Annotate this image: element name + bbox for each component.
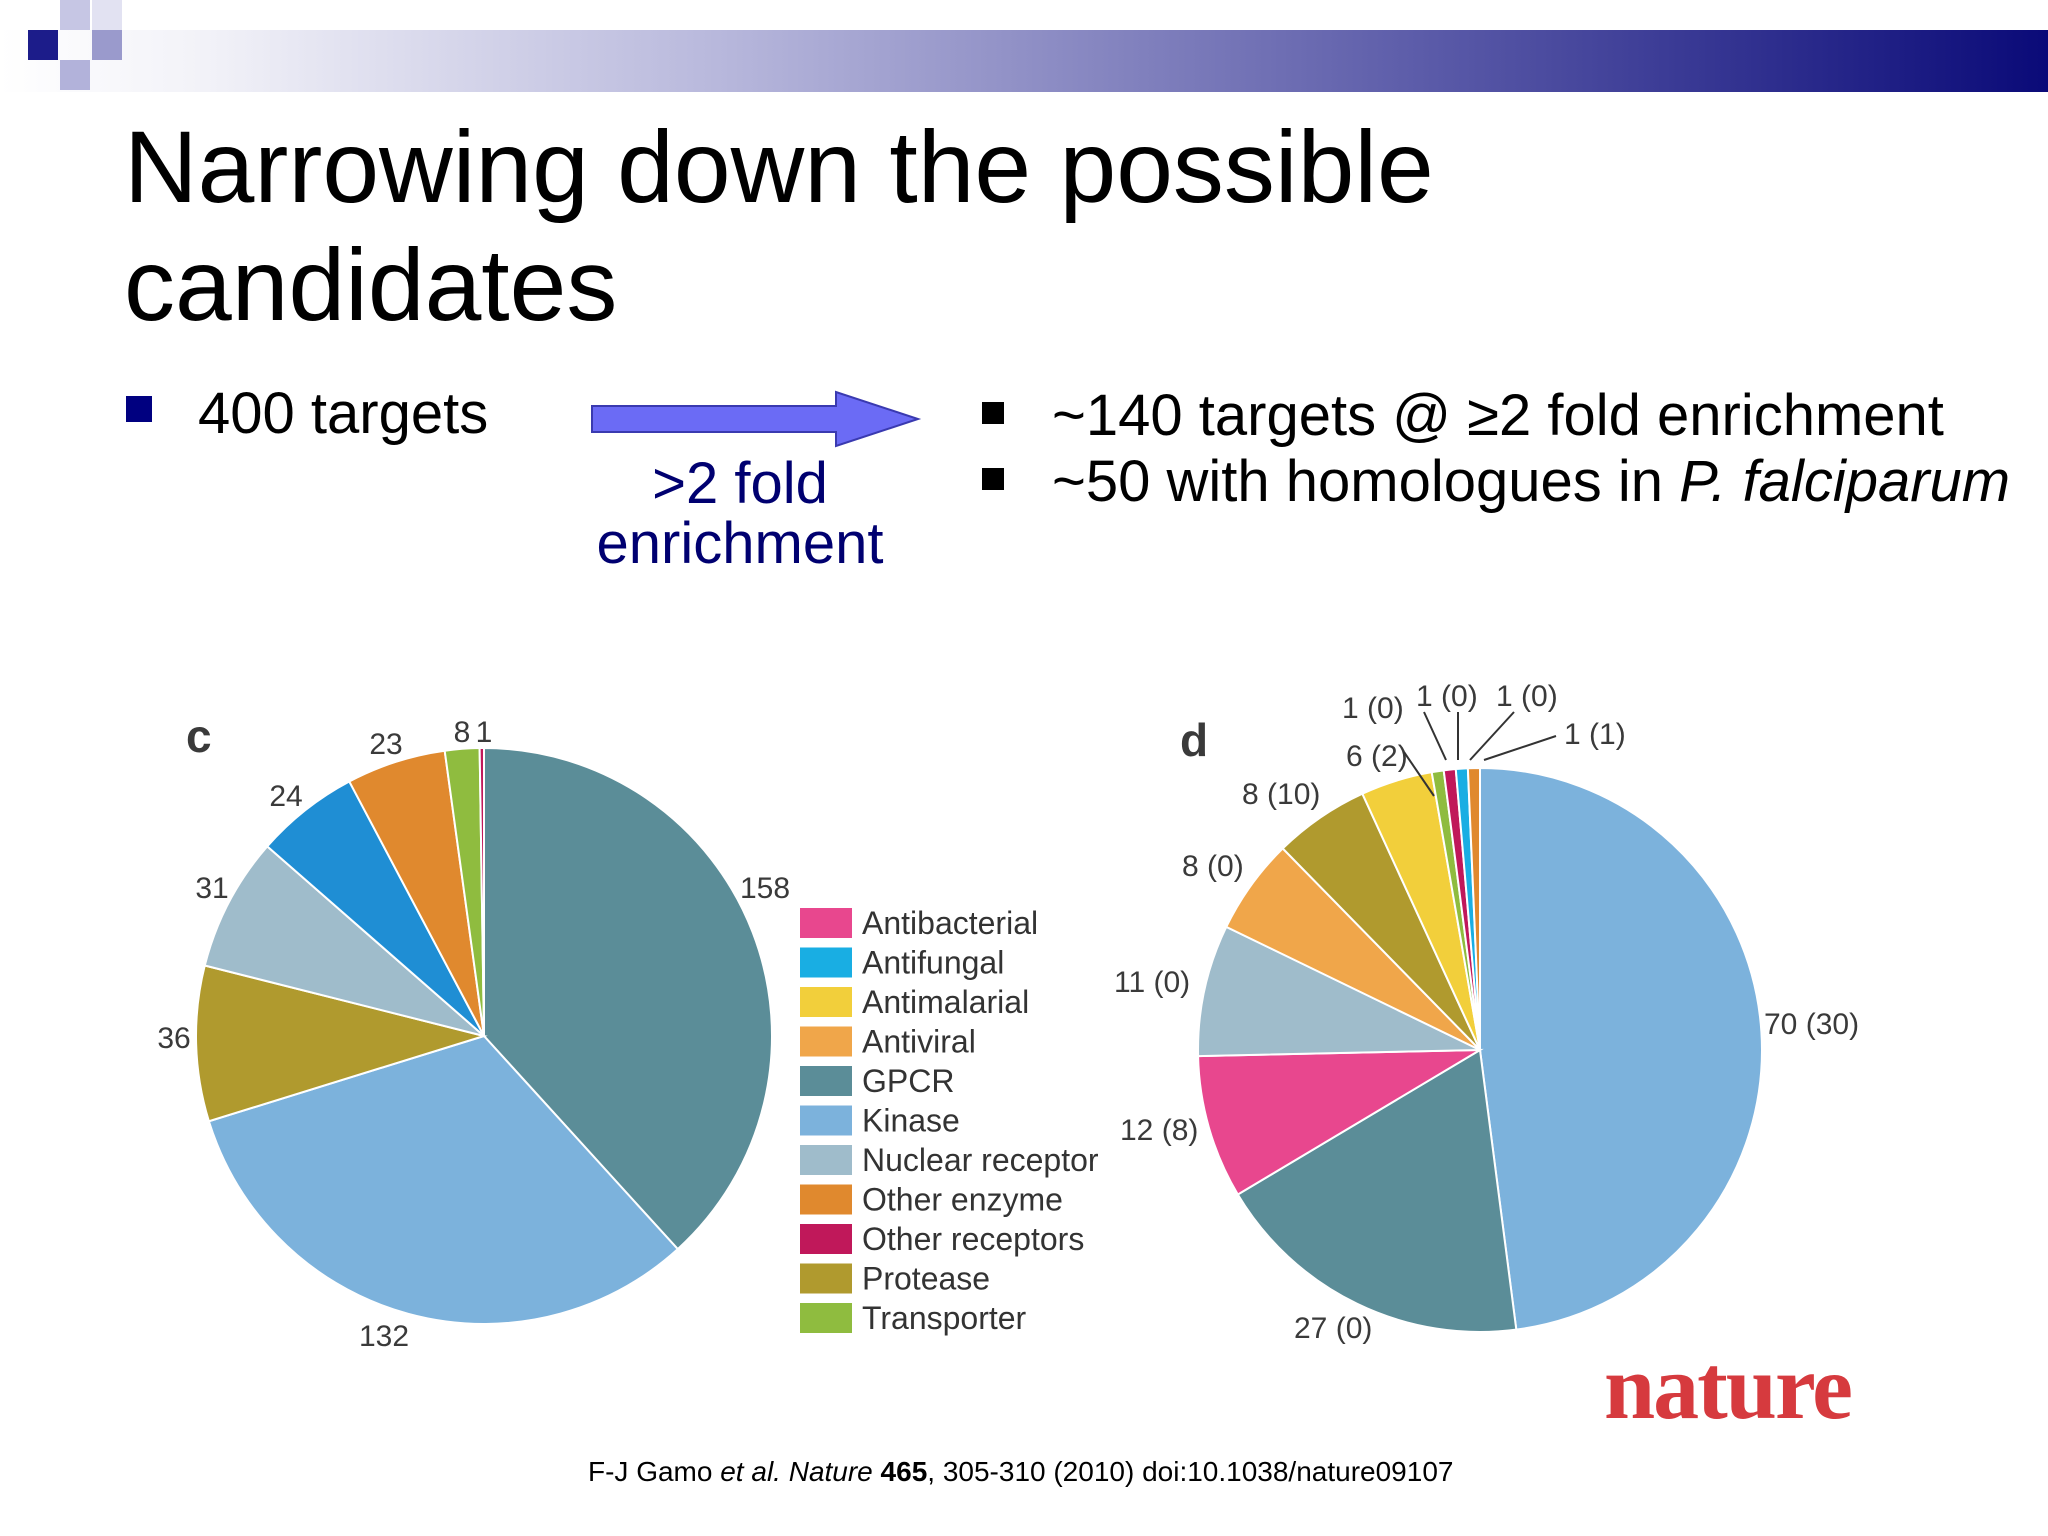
slice-label-other-enzyme: 23 [369,728,402,761]
citation-volume: 465 [880,1456,928,1487]
slice-label-antifungal: 24 [269,780,302,813]
banner-square-mid [92,30,122,60]
slice-label-other-enzyme: 1 (1) [1564,718,1626,751]
right-arrow-icon [591,390,922,448]
leader-line [1469,711,1515,761]
slice-label-nuclear-receptor: 31 [195,872,228,905]
pie-slice-other-enzyme [1466,766,1481,1051]
slice-label-kinase: 132 [359,1320,409,1353]
citation-authors: F-J Gamo [588,1456,721,1487]
pie-chart-c: 158 132 36 31 24 23 8 1 c [157,710,790,1353]
leader-line [1403,751,1435,797]
legend-label-antimalarial: Antimalarial [862,984,1029,1020]
legend-swatch-transporter [800,1303,852,1333]
banner-square-faint [92,0,122,30]
leader-line [1423,711,1447,761]
legend-label-kinase: Kinase [862,1103,960,1139]
right-bullet-2: ~50 with homologues in P. falciparum [1052,448,2010,515]
bullet-square-icon [126,396,152,422]
slice-label-nuclear-receptor: 11 (0) [1114,966,1190,999]
legend-swatch-antifungal [800,947,852,978]
citation-journal: Nature [780,1456,881,1487]
pie-slice-gpcr [483,746,773,1251]
legend-label-transporter: Transporter [862,1300,1027,1336]
pie-slice-protease [195,964,488,1123]
right-bullet-1: ~140 targets @ ≥2 fold enrichment [1052,383,1944,448]
citation-rest: , 305-310 (2010) doi:10.1038/nature09107 [927,1456,1454,1487]
legend-swatch-antiviral [800,1026,852,1057]
slice-label-other-receptors: 1 [476,716,493,749]
banner-square-dark [28,30,58,60]
legend-label-antifungal: Antifungal [862,945,1004,981]
arrow-label: >2 fold enrichment [580,454,900,574]
slice-label-antifungal: 1 (0) [1496,680,1558,713]
legend-label-antiviral: Antiviral [862,1024,976,1060]
pie-slice-antibacterial [1197,1048,1484,1196]
bullet-square-icon [982,468,1004,490]
nature-logo: nature [1604,1336,1853,1438]
slice-label-transporter: 8 [454,716,471,749]
pie-slice-other-receptors [478,746,485,1037]
slice-label-protease: 36 [157,1022,190,1055]
pie-slice-nuclear-receptor [1197,925,1481,1058]
legend-label-antibacterial: Antibacterial [862,905,1038,941]
legend-label-gpcr: GPCR [862,1063,954,1099]
right-bullet-2-italic: P. falciparum [1679,449,2011,514]
slice-label-gpcr: 158 [740,872,790,905]
bullet-square-icon [982,402,1004,424]
pie-slice-kinase [1479,766,1763,1331]
pie-slice-kinase [207,1034,680,1325]
legend-swatch-other-receptors [800,1224,852,1254]
slide-title: Narrowing down the possible candidates [124,110,1434,342]
slice-label-other-receptors: 1 (0) [1416,680,1478,713]
legend-swatch-kinase [800,1105,852,1136]
leader-line [1483,735,1557,761]
slice-label-antiviral: 8 (0) [1182,850,1244,883]
banner-square-light [60,0,90,30]
slice-label-gpcr: 27 (0) [1294,1312,1372,1345]
panel-label: c [186,710,212,762]
pie-chart-d: 70 (30) 27 (0) 12 (8) 11 (0) 8 (0) 8 (10) 6 (2… [1114,680,1859,1345]
title-banner [0,30,2048,92]
arrow-label-text: >2 fold enrichment [596,451,884,576]
slice-label-kinase: 70 (30) [1764,1008,1859,1041]
legend-swatch-nuclear-receptor [800,1145,852,1175]
slice-label-antibacterial: 12 (8) [1120,1114,1198,1147]
legend-swatch-antibacterial [800,908,852,938]
pie-slice-nuclear-receptor [203,844,485,1037]
legend-label-other-enzyme: Other enzyme [862,1182,1063,1218]
legend-swatch-protease [800,1263,852,1294]
legend-swatch-antimalarial [800,987,852,1017]
citation-etal: et al. [720,1456,781,1487]
legend-label-nuclear-receptor: Nuclear receptor [862,1142,1099,1178]
slice-label-protease: 8 (10) [1242,778,1320,811]
pie-slice-gpcr [1236,1048,1518,1333]
legend-label-protease: Protease [862,1261,990,1297]
left-bullet-text: 400 targets [198,381,489,446]
right-bullet-2-prefix: ~50 with homologues in [1052,449,1680,514]
legend-label-other-receptors: Other receptors [862,1221,1084,1257]
citation: F-J Gamo et al. Nature 465, 305-310 (201… [588,1456,1453,1488]
slice-label-transporter: 1 (0) [1342,692,1404,725]
banner-square-light-2 [60,60,90,90]
legend-swatch-gpcr [800,1066,852,1096]
panel-label: d [1180,714,1208,766]
slice-label-antimalarial: 6 (2) [1346,740,1408,773]
legend-swatch-other-enzyme [800,1184,852,1215]
